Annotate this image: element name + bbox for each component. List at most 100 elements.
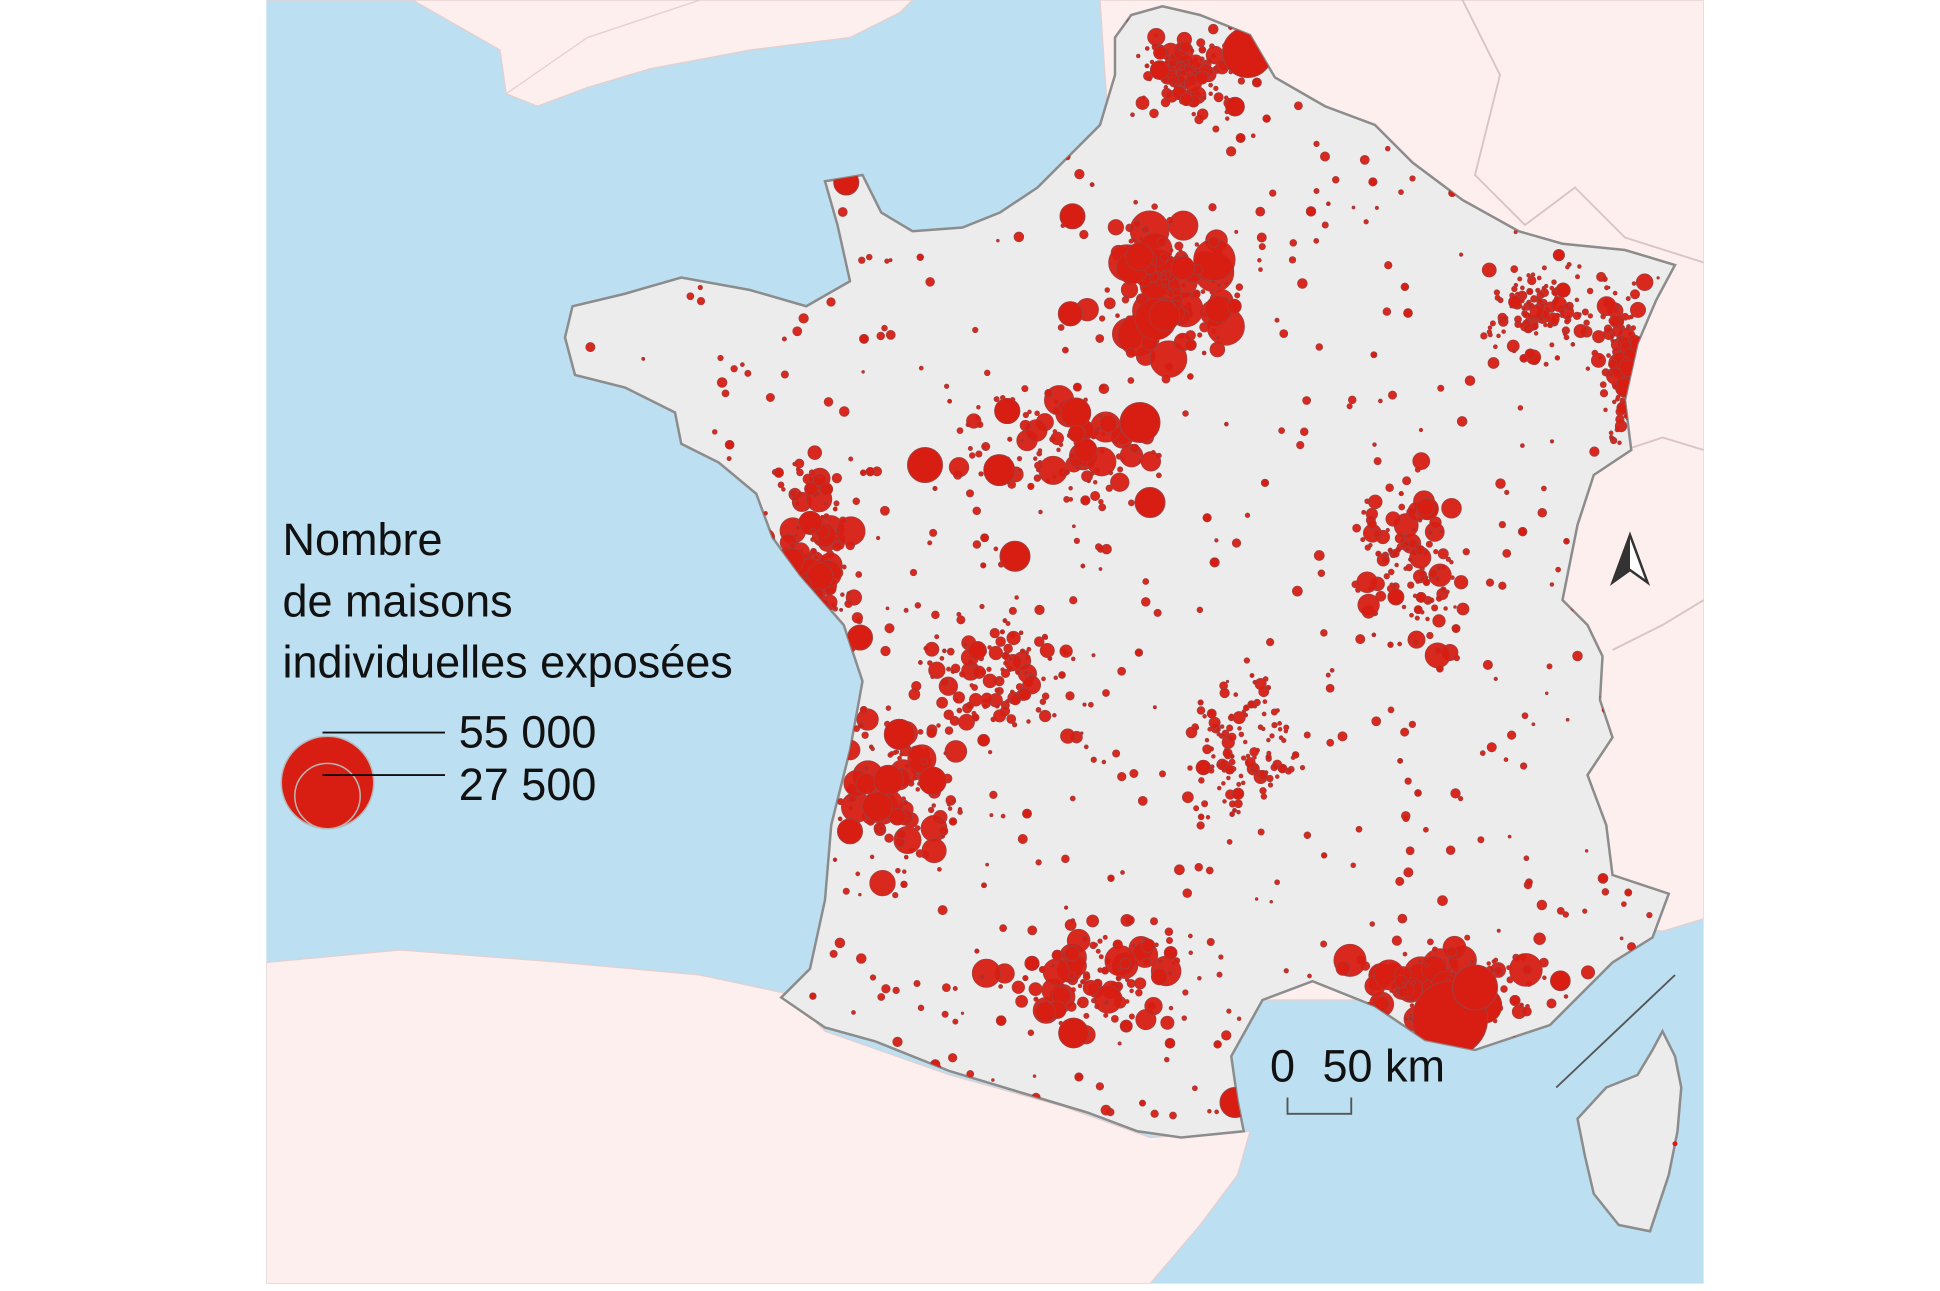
exposure-dot [1099, 414, 1118, 433]
exposure-dot [1551, 279, 1557, 285]
exposure-dot [1434, 646, 1443, 655]
exposure-dot [1130, 943, 1136, 948]
exposure-dot [1326, 738, 1335, 747]
exposure-dot [1617, 440, 1622, 446]
exposure-dot [861, 370, 865, 374]
exposure-dot [1385, 511, 1401, 527]
exposure-dot [1412, 639, 1419, 646]
legend-title: de maisons [283, 575, 513, 626]
exposure-dot [1196, 821, 1205, 830]
exposure-dot [1180, 69, 1188, 77]
exposure-dot [1454, 575, 1469, 590]
exposure-dot [1412, 452, 1431, 471]
exposure-dot [1303, 731, 1311, 739]
exposure-dot [721, 389, 730, 398]
exposure-dot [875, 535, 881, 541]
exposure-dot [1510, 265, 1519, 273]
exposure-dot [1350, 862, 1356, 868]
exposure-dot [1001, 651, 1010, 660]
exposure-dot [1125, 242, 1154, 271]
exposure-dot [907, 447, 943, 483]
exposure-dot [1566, 262, 1572, 268]
exposure-dot [1068, 424, 1086, 443]
exposure-dot [837, 816, 843, 822]
exposure-dot [1161, 270, 1167, 276]
exposure-dot [1061, 854, 1070, 864]
exposure-dot [981, 444, 986, 449]
exposure-dot [1397, 913, 1408, 924]
exposure-dot [1373, 457, 1382, 466]
exposure-dot [814, 539, 820, 544]
exposure-dot [962, 642, 969, 648]
exposure-dot [995, 636, 1006, 647]
border [1461, 0, 1704, 264]
exposure-dot [1035, 859, 1042, 866]
exposure-dot [1052, 429, 1058, 434]
exposure-dot [1180, 82, 1185, 87]
exposure-dot [793, 533, 799, 538]
exposure-dot [1572, 650, 1583, 662]
exposure-dot [1395, 876, 1405, 886]
exposure-dot [1115, 453, 1123, 460]
exposure-dot [1554, 312, 1561, 319]
exposure-dot [947, 806, 953, 811]
scale-end: 50 km [1323, 1040, 1446, 1091]
exposure-dot [1451, 624, 1461, 633]
exposure-dot [885, 705, 892, 711]
exposure-dot [1057, 324, 1065, 331]
exposure-dot [1002, 618, 1008, 623]
exposure-dot [1539, 957, 1549, 968]
exposure-dot [941, 983, 951, 992]
exposure-dot [1174, 47, 1179, 52]
exposure-dot [1238, 773, 1244, 779]
exposure-dot [1292, 751, 1300, 759]
exposure-dot [1164, 927, 1174, 937]
exposure-dot [1164, 1037, 1176, 1049]
exposure-dot [1115, 313, 1120, 318]
exposure-dot [1208, 82, 1214, 88]
exposure-dot [1619, 936, 1624, 941]
exposure-dot [1387, 390, 1397, 400]
exposure-dot [1150, 1109, 1159, 1118]
exposure-dot [1082, 973, 1091, 981]
exposure-dot [1546, 998, 1557, 1009]
exposure-dot [1221, 729, 1230, 738]
exposure-dot [1097, 938, 1103, 944]
exposure-dot [1234, 229, 1239, 234]
exposure-dot [1630, 301, 1647, 318]
exposure-dot [1402, 951, 1408, 957]
exposure-dot [1038, 509, 1043, 515]
exposure-dot [1034, 604, 1045, 616]
exposure-dot [1208, 203, 1217, 212]
exposure-dot [1224, 95, 1229, 100]
exposure-dot [1129, 769, 1139, 778]
exposure-dot [1401, 981, 1407, 987]
exposure-dot [956, 707, 963, 714]
exposure-dot [1257, 724, 1264, 730]
exposure-dot [967, 445, 973, 451]
exposure-dot [1127, 499, 1135, 507]
exposure-dot [717, 354, 724, 362]
exposure-dot [1423, 962, 1429, 968]
exposure-dot [896, 829, 907, 840]
scale-bar: 0 50 km [1270, 1040, 1446, 1115]
exposure-dot [1348, 395, 1357, 405]
exposure-dot [855, 871, 861, 877]
exposure-dot [956, 615, 966, 625]
exposure-dot [902, 799, 909, 806]
scale-bar-line [1286, 1097, 1353, 1115]
exposure-dot [878, 825, 885, 832]
exposure-dot [1193, 805, 1200, 812]
exposure-dot [1519, 354, 1529, 363]
exposure-dot [1254, 897, 1259, 901]
exposure-dot [999, 629, 1005, 635]
exposure-dot [809, 527, 817, 535]
exposure-dot [1098, 503, 1107, 512]
exposure-dot [1077, 983, 1083, 989]
exposure-dot [1372, 442, 1377, 447]
exposure-dot [936, 723, 941, 728]
exposure-dot [1080, 731, 1084, 735]
exposure-dot [1346, 403, 1353, 410]
exposure-dot [1520, 443, 1525, 448]
